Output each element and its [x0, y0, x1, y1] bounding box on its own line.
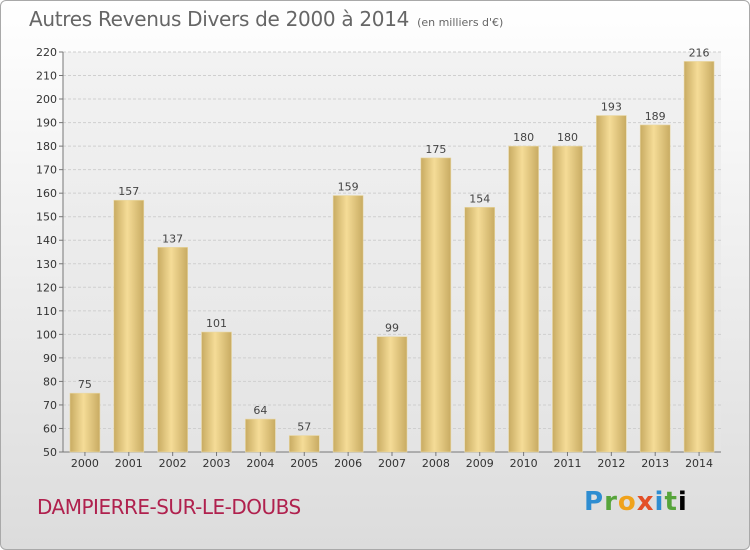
bar	[69, 392, 101, 453]
data-label: 137	[162, 232, 183, 245]
bar	[464, 206, 496, 453]
x-tick-label: 2000	[71, 457, 99, 470]
y-tick-label: 70	[43, 399, 57, 412]
bar	[113, 199, 145, 453]
y-tick-label: 90	[43, 352, 57, 365]
bar	[420, 157, 452, 453]
data-label: 154	[469, 192, 490, 205]
bar	[288, 435, 320, 453]
data-label: 157	[118, 185, 139, 198]
proxiti-logo: Proxiti	[584, 487, 688, 517]
y-tick-label: 130	[36, 258, 57, 271]
chart-unit: (en milliers d'€)	[417, 16, 504, 29]
y-tick-label: 220	[36, 46, 57, 59]
y-tick-label: 170	[36, 164, 57, 177]
y-tick-label: 60	[43, 422, 57, 435]
x-tick-label: 2013	[641, 457, 669, 470]
x-tick-label: 2010	[510, 457, 538, 470]
x-tick-label: 2004	[246, 457, 274, 470]
y-tick-label: 160	[36, 187, 57, 200]
bar	[332, 195, 364, 453]
y-tick-label: 100	[36, 328, 57, 341]
data-label: 159	[338, 181, 359, 194]
data-label: 189	[645, 110, 666, 123]
bar	[596, 115, 627, 453]
data-label: 99	[385, 322, 399, 335]
data-label: 57	[297, 421, 311, 434]
y-tick-label: 200	[36, 93, 57, 106]
y-tick-label: 190	[36, 117, 57, 130]
bar	[639, 124, 671, 453]
data-label: 64	[253, 404, 267, 417]
data-label: 216	[689, 46, 710, 59]
data-label: 175	[425, 143, 446, 156]
bar	[508, 145, 539, 453]
y-tick-label: 50	[43, 446, 57, 459]
bar	[201, 331, 232, 453]
data-label: 180	[557, 131, 578, 144]
y-tick-label: 180	[36, 140, 57, 153]
x-tick-label: 2014	[685, 457, 713, 470]
x-tick-label: 2005	[290, 457, 318, 470]
x-tick-label: 2012	[597, 457, 625, 470]
y-tick-label: 80	[43, 375, 57, 388]
bar	[245, 418, 276, 453]
x-tick-label: 2002	[159, 457, 187, 470]
data-label: 101	[206, 317, 227, 330]
y-tick-label: 110	[36, 305, 57, 318]
chart-header: Autres Revenus Divers de 2000 à 2014 (en …	[29, 7, 503, 31]
x-tick-label: 2007	[378, 457, 406, 470]
y-tick-label: 120	[36, 281, 57, 294]
bar	[376, 336, 408, 453]
bar	[157, 246, 188, 453]
bar	[683, 61, 715, 453]
data-label: 75	[78, 378, 92, 391]
x-tick-label: 2008	[422, 457, 450, 470]
x-tick-label: 2009	[466, 457, 494, 470]
place-name: DAMPIERRE-SUR-LE-DOUBS	[37, 495, 301, 519]
x-tick-label: 2003	[203, 457, 231, 470]
data-label: 180	[513, 131, 534, 144]
data-label: 193	[601, 101, 622, 114]
y-tick-label: 150	[36, 211, 57, 224]
bar	[552, 145, 583, 453]
x-tick-label: 2006	[334, 457, 362, 470]
y-tick-label: 210	[36, 70, 57, 83]
x-tick-label: 2011	[553, 457, 581, 470]
y-tick-label: 140	[36, 234, 57, 247]
x-tick-label: 2001	[115, 457, 143, 470]
chart-title: Autres Revenus Divers de 2000 à 2014	[29, 7, 410, 31]
